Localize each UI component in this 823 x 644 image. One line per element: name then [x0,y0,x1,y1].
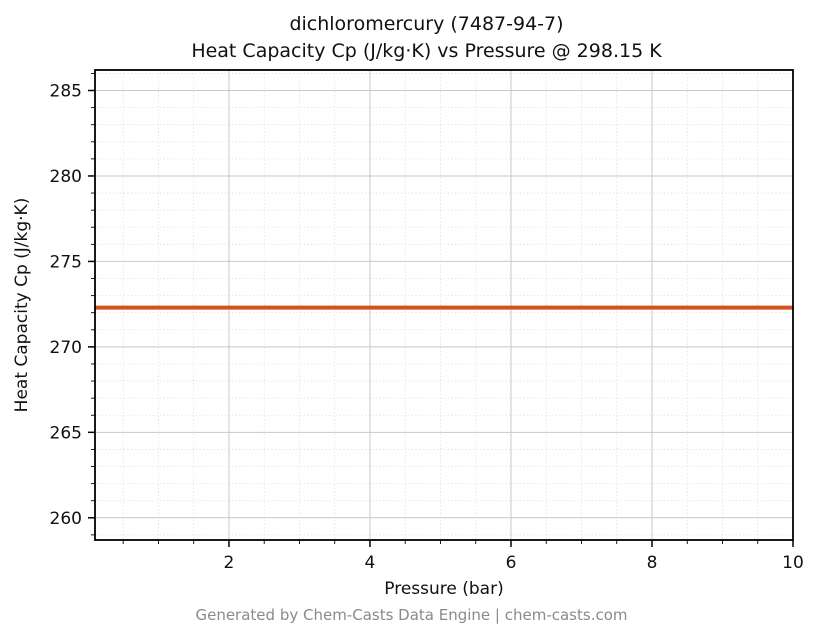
y-axis-label: Heat Capacity Cp (J/kg·K) [12,198,32,413]
y-tick-label: 280 [50,167,82,187]
x-tick-label: 8 [647,553,658,573]
plot-border [94,69,794,541]
x-tick-label: 10 [782,553,804,573]
footer-credit: Generated by Chem-Casts Data Engine | ch… [195,606,628,624]
x-tick-label: 6 [506,553,517,573]
y-tick-label: 260 [50,509,82,529]
x-axis-label: Pressure (bar) [384,579,503,599]
chart-title-line1: dichloromercury (7487-94-7) [289,13,564,35]
y-tick-label: 285 [50,82,82,102]
y-tick-label: 265 [50,423,82,443]
x-tick-label: 2 [224,553,235,573]
y-tick-label: 270 [50,338,82,358]
y-tick-label: 275 [50,252,82,272]
x-tick-label: 4 [365,553,376,573]
chart-title: dichloromercury (7487-94-7) Heat Capacit… [60,11,793,65]
plot-content: 2 4 6 8 10 260 265 270 275 280 285 [50,69,804,573]
chart-title-line2: Heat Capacity Cp (J/kg·K) vs Pressure @ … [191,39,662,62]
